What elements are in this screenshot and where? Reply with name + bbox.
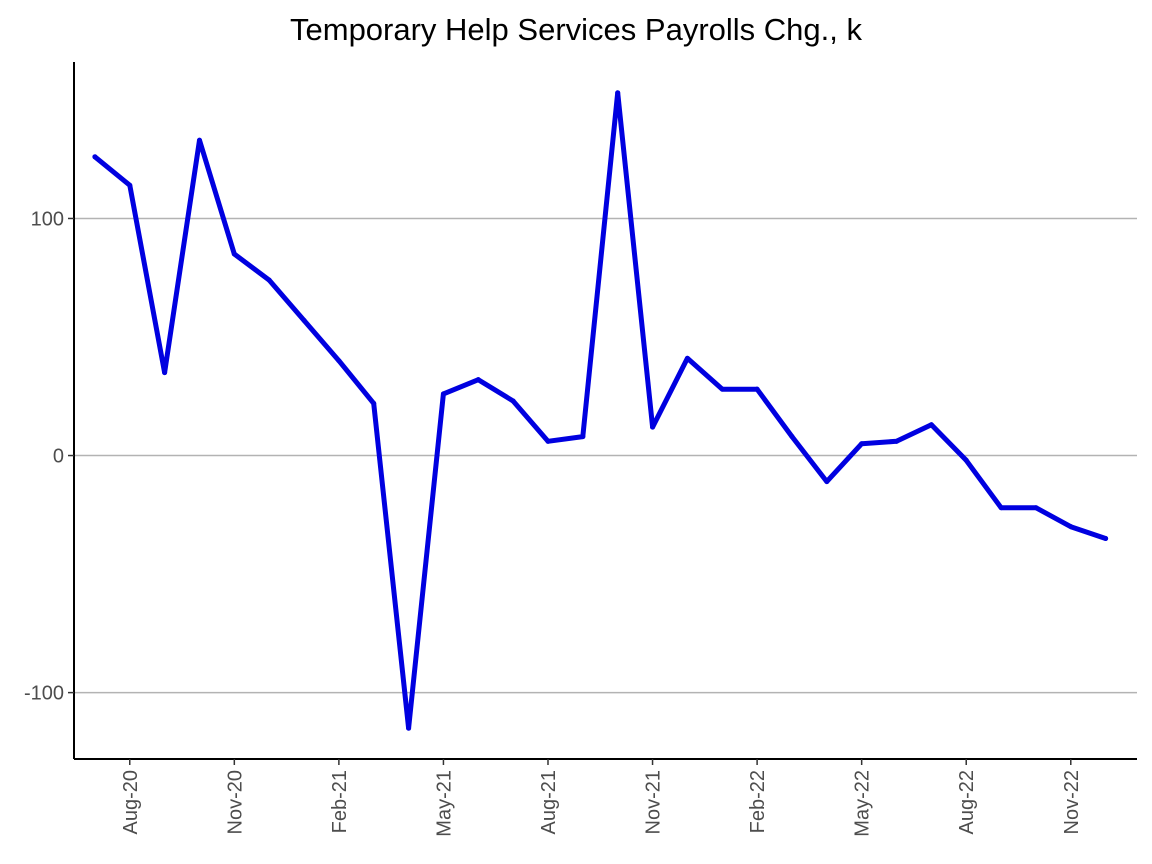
x-tick-label: Aug-21 [538, 770, 560, 835]
data-point [789, 434, 795, 440]
data-point [162, 370, 168, 376]
x-tick-label: May-21 [433, 770, 455, 837]
data-point [928, 422, 934, 428]
grid-lines [74, 217, 1137, 694]
series-layer [92, 90, 1109, 731]
axes [73, 62, 1137, 760]
data-point [894, 438, 900, 444]
y-tick-label: -100 [24, 683, 64, 705]
x-tick-label: Nov-20 [224, 770, 246, 834]
series-line [92, 90, 1109, 731]
data-point [196, 137, 202, 143]
y-tick-label: 100 [31, 208, 64, 230]
y-axis-ticks: -100 0 100 [24, 208, 74, 705]
data-point [650, 424, 656, 430]
x-tick-label: May-22 [852, 770, 874, 837]
data-point [266, 277, 272, 283]
data-point [684, 355, 690, 361]
data-point [1033, 505, 1039, 511]
data-point [615, 90, 621, 96]
x-tick-label: Aug-20 [120, 770, 142, 835]
x-tick-label: Feb-21 [329, 770, 351, 833]
data-point [510, 398, 516, 404]
x-axis-ticks: Aug-20 Nov-20 Feb-21 May-21 Aug-21 Nov-21 Feb-… [120, 759, 1083, 837]
data-point [754, 386, 760, 392]
data-point [127, 182, 133, 188]
y-tick-label: 0 [53, 446, 64, 468]
data-point [406, 725, 412, 731]
data-point [92, 154, 98, 160]
data-point [440, 391, 446, 397]
data-point [545, 438, 551, 444]
data-point [301, 317, 307, 323]
data-point [580, 434, 586, 440]
data-point [475, 377, 481, 383]
data-point [1103, 536, 1109, 542]
data-point [231, 251, 237, 257]
chart-title: Temporary Help Services Payrolls Chg., k [290, 12, 862, 47]
data-point [1068, 524, 1074, 530]
data-point [719, 386, 725, 392]
data-point [963, 457, 969, 463]
x-tick-label: Feb-22 [747, 770, 769, 833]
data-point [859, 441, 865, 447]
data-point [824, 479, 830, 485]
data-point [998, 505, 1004, 511]
data-point [336, 358, 342, 364]
data-point [371, 400, 377, 406]
x-tick-label: Nov-21 [643, 770, 665, 834]
x-tick-label: Nov-22 [1061, 770, 1083, 834]
x-tick-label: Aug-22 [956, 770, 978, 835]
